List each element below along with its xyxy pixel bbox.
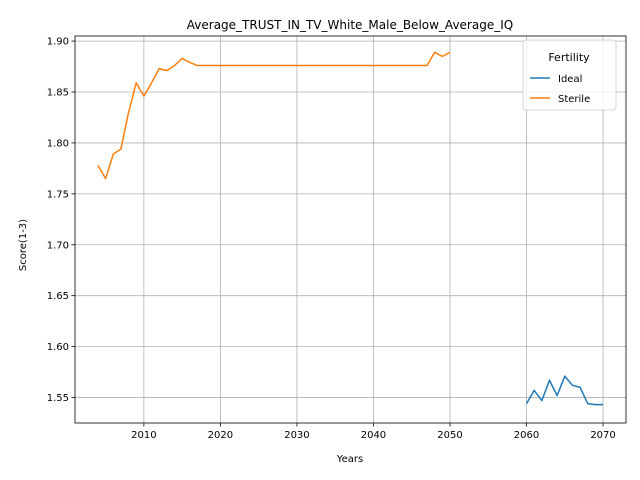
x-tick-label: 2020 (208, 430, 233, 441)
plot-frame (74, 35, 627, 424)
y-axis-label: Score(1-3) (18, 219, 29, 271)
y-tick-label: 1.70 (47, 240, 69, 251)
y-tick-label: 1.85 (47, 88, 69, 99)
x-tick-label: 2070 (590, 430, 615, 441)
x-axis-label: Years (336, 454, 363, 465)
legend-box (522, 39, 617, 111)
legend-label-sterile: Sterile (558, 94, 590, 105)
y-tick-label: 1.75 (47, 189, 69, 200)
series-line-ideal (525, 375, 604, 406)
x-tick-label: 2050 (437, 430, 462, 441)
legend-title: Fertility (548, 51, 590, 64)
x-axis: 2010 2020 2030 2040 2050 2060 2070 (131, 423, 616, 441)
y-tick-label: 1.60 (47, 342, 69, 353)
y-tick-label: 1.90 (47, 37, 69, 48)
series-line-sterile (97, 51, 451, 180)
x-tick-label: 2010 (131, 430, 156, 441)
y-tick-label: 1.65 (47, 291, 69, 302)
x-tick-label: 2030 (284, 430, 309, 441)
y-axis: 1.55 1.60 1.65 1.70 1.75 1.80 1.85 1.90 (47, 37, 75, 404)
x-tick-label: 2060 (514, 430, 539, 441)
y-tick-label: 1.55 (47, 393, 69, 404)
legend: Fertility Ideal Sterile (522, 39, 617, 111)
chart-title: Average_TRUST_IN_TV_White_Male_Below_Ave… (187, 18, 513, 32)
x-tick-label: 2040 (361, 430, 386, 441)
y-tick-label: 1.80 (47, 138, 69, 149)
series-group (97, 51, 604, 406)
legend-label-ideal: Ideal (558, 74, 582, 85)
